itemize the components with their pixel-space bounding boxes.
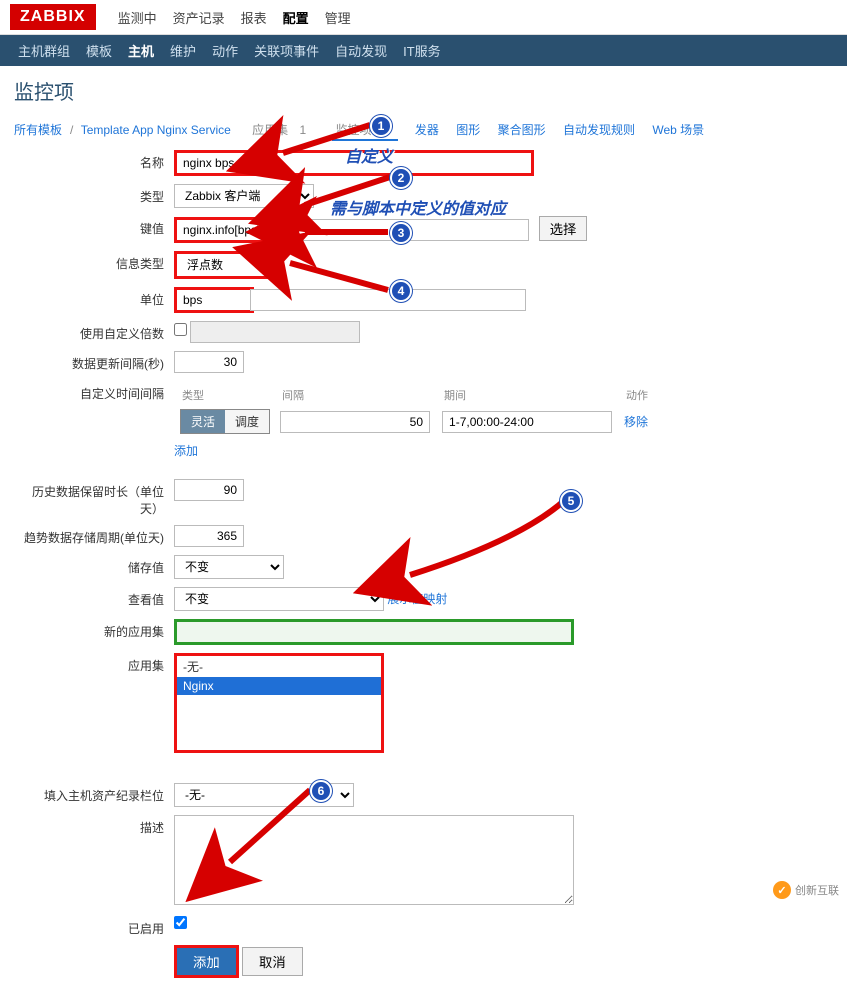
logo: ZABBIX	[10, 4, 96, 30]
watermark-text: 创新互联	[795, 882, 839, 898]
label-type: 类型	[14, 184, 174, 205]
input-multiplier[interactable]	[190, 321, 360, 343]
label-newapp: 新的应用集	[14, 619, 174, 640]
link-valuemap[interactable]: 展示值映射	[387, 592, 447, 606]
label-history: 历史数据保留时长（单位天）	[14, 479, 174, 517]
appset-list[interactable]: -无- Nginx	[174, 653, 384, 753]
input-key[interactable]	[174, 217, 284, 243]
subnav-templates[interactable]: 模板	[86, 41, 112, 60]
topnav-assets[interactable]: 资产记录	[173, 8, 225, 27]
label-view: 查看值	[14, 587, 174, 608]
link-ci-remove[interactable]: 移除	[624, 415, 648, 429]
button-select-key[interactable]: 选择	[539, 216, 588, 241]
interval-type-seg[interactable]: 灵活 调度	[180, 409, 270, 434]
input-unit-ext[interactable]	[250, 289, 526, 311]
item-form: 名称 类型 Zabbix 客户端 键值 选择 信息类型 浮点数 单位 使用自定义…	[0, 144, 847, 1006]
page-title: 监控项	[0, 66, 847, 115]
select-store[interactable]: 不变	[174, 555, 284, 579]
subnav-it[interactable]: IT服务	[403, 41, 441, 60]
watermark-icon: ✓	[773, 881, 791, 899]
subnav-hosts[interactable]: 主机	[128, 41, 154, 60]
label-name: 名称	[14, 150, 174, 171]
label-desc: 描述	[14, 815, 174, 836]
label-key: 键值	[14, 216, 174, 237]
bc-appset[interactable]: 应用集 1	[248, 123, 310, 137]
th-interval: 间隔	[276, 383, 436, 407]
bc-web[interactable]: Web 场景	[652, 123, 704, 137]
input-trends[interactable]	[174, 525, 244, 547]
subnav-discovery[interactable]: 自动发现	[335, 41, 387, 60]
bc-agg[interactable]: 聚合图形	[498, 123, 546, 137]
input-ci-interval[interactable]	[280, 411, 430, 433]
input-newapp[interactable]	[174, 619, 574, 645]
label-multiplier: 使用自定义倍数	[14, 321, 174, 342]
label-enabled: 已启用	[14, 916, 174, 937]
seg-flexible[interactable]: 灵活	[181, 410, 225, 433]
topnav-monitor[interactable]: 监测中	[118, 8, 157, 27]
topnav-reports[interactable]: 报表	[241, 8, 267, 27]
label-trends: 趋势数据存储周期(单位天)	[14, 525, 174, 546]
label-store: 储存值	[14, 555, 174, 576]
custom-interval-table: 类型 间隔 期间 动作 灵活 调度 移除	[174, 381, 656, 436]
subnav-actions[interactable]: 动作	[212, 41, 238, 60]
select-view[interactable]: 不变	[174, 587, 384, 611]
th-action: 动作	[620, 383, 654, 407]
subnav-maintenance[interactable]: 维护	[170, 41, 196, 60]
label-inventory: 填入主机资产纪录栏位	[14, 783, 174, 804]
label-appset: 应用集	[14, 653, 174, 674]
subnav-hostgroup[interactable]: 主机群组	[18, 41, 70, 60]
input-ci-period[interactable]	[442, 411, 612, 433]
select-infotype[interactable]: 浮点数	[174, 251, 284, 279]
bc-items[interactable]: 监控项 6	[332, 123, 394, 137]
appset-selected[interactable]: Nginx	[177, 677, 381, 695]
input-key-ext[interactable]	[283, 219, 529, 241]
input-unit[interactable]	[174, 287, 254, 313]
button-cancel[interactable]: 取消	[242, 947, 303, 976]
bc-triggers[interactable]: 发器	[415, 123, 439, 137]
link-ci-add[interactable]: 添加	[174, 444, 198, 458]
checkbox-enabled[interactable]	[174, 916, 187, 929]
appset-none[interactable]: -无-	[177, 656, 381, 677]
bc-template[interactable]: Template App Nginx Service	[81, 123, 231, 137]
topnav-config[interactable]: 配置	[283, 8, 309, 27]
input-history[interactable]	[174, 479, 244, 501]
th-type: 类型	[176, 383, 274, 407]
sub-nav: 主机群组 模板 主机 维护 动作 关联项事件 自动发现 IT服务	[0, 35, 847, 66]
button-submit[interactable]: 添加	[174, 945, 239, 978]
bc-discover[interactable]: 自动发现规则	[563, 123, 635, 137]
label-unit: 单位	[14, 287, 174, 308]
breadcrumb: 所有模板/ Template App Nginx Service 应用集 1 监…	[0, 115, 847, 144]
bc-graphs[interactable]: 图形	[456, 123, 480, 137]
bc-all-templates[interactable]: 所有模板	[14, 123, 62, 137]
select-inventory[interactable]: -无-	[174, 783, 354, 807]
input-interval[interactable]	[174, 351, 244, 373]
th-period: 期间	[438, 383, 618, 407]
label-interval: 数据更新间隔(秒)	[14, 351, 174, 372]
subnav-correlation[interactable]: 关联项事件	[254, 41, 319, 60]
label-custom-interval: 自定义时间间隔	[14, 381, 174, 402]
select-type[interactable]: Zabbix 客户端	[174, 184, 314, 208]
topnav-admin[interactable]: 管理	[325, 8, 351, 27]
top-nav: ZABBIX 监测中 资产记录 报表 配置 管理	[0, 0, 847, 35]
textarea-desc[interactable]	[174, 815, 574, 905]
watermark: ✓ 创新互联	[773, 881, 839, 899]
seg-schedule[interactable]: 调度	[225, 410, 269, 433]
label-infotype: 信息类型	[14, 251, 174, 272]
input-name[interactable]	[174, 150, 534, 176]
checkbox-multiplier[interactable]	[174, 323, 187, 336]
